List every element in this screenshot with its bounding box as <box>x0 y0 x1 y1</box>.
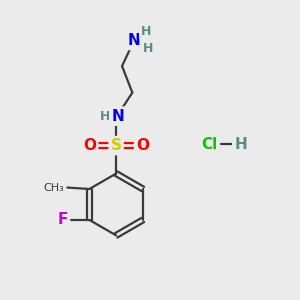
Text: H: H <box>141 25 152 38</box>
Text: O: O <box>136 138 149 153</box>
Text: Cl: Cl <box>201 136 217 152</box>
Text: N: N <box>111 109 124 124</box>
Text: S: S <box>111 138 122 153</box>
Text: H: H <box>234 136 247 152</box>
Text: CH₃: CH₃ <box>43 182 64 193</box>
Text: H: H <box>100 110 110 123</box>
Text: F: F <box>58 212 68 227</box>
Text: N: N <box>128 33 140 48</box>
Text: H: H <box>143 42 154 55</box>
Text: O: O <box>83 138 96 153</box>
